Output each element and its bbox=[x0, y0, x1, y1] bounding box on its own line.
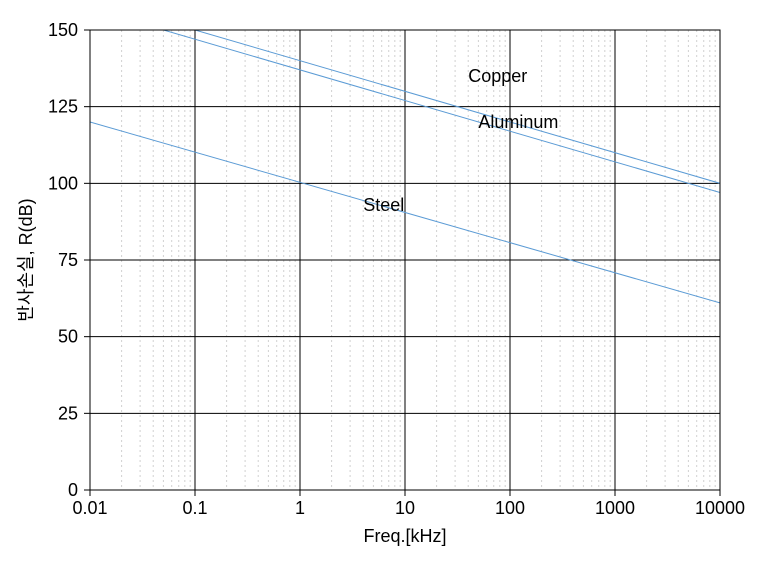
svg-text:100: 100 bbox=[48, 173, 78, 193]
svg-text:Steel: Steel bbox=[363, 195, 404, 215]
svg-text:반사손실, R(dB): 반사손실, R(dB) bbox=[16, 198, 36, 321]
svg-text:0.1: 0.1 bbox=[182, 498, 207, 518]
svg-text:125: 125 bbox=[48, 97, 78, 117]
svg-text:0.01: 0.01 bbox=[72, 498, 107, 518]
svg-text:150: 150 bbox=[48, 20, 78, 40]
svg-text:0: 0 bbox=[68, 480, 78, 500]
svg-text:1: 1 bbox=[295, 498, 305, 518]
svg-text:10: 10 bbox=[395, 498, 415, 518]
svg-text:25: 25 bbox=[58, 403, 78, 423]
svg-text:Freq.[kHz]: Freq.[kHz] bbox=[363, 526, 446, 546]
svg-text:1000: 1000 bbox=[595, 498, 635, 518]
svg-text:50: 50 bbox=[58, 327, 78, 347]
reflection-loss-chart: 0.01 0.1 1 10 100 1000 10000 0 25 50 75 100 125 150 Fr… bbox=[0, 0, 760, 561]
svg-text:Aluminum: Aluminum bbox=[478, 112, 558, 132]
svg-text:Copper: Copper bbox=[468, 66, 527, 86]
svg-text:75: 75 bbox=[58, 250, 78, 270]
chart-svg: 0.01 0.1 1 10 100 1000 10000 0 25 50 75 100 125 150 Fr… bbox=[0, 0, 760, 561]
svg-text:10000: 10000 bbox=[695, 498, 745, 518]
svg-text:100: 100 bbox=[495, 498, 525, 518]
